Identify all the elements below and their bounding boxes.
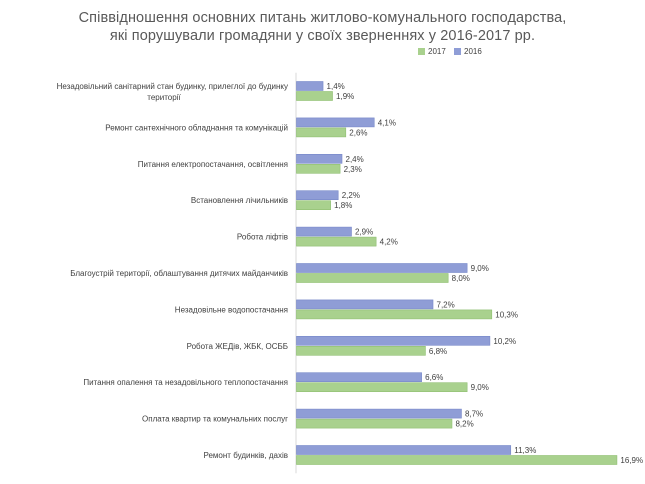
chart-subtitle: які порушували громадяни у своїх звернен…: [109, 28, 536, 44]
legend-swatch-2016: [454, 48, 461, 55]
data-label-2016: 6,6%: [425, 373, 443, 382]
data-label-2017: 1,8%: [334, 201, 352, 210]
data-label-2017: 6,8%: [429, 347, 447, 356]
category-label: Робота ліфтів: [237, 233, 288, 242]
bar-2016: [296, 408, 462, 419]
category-label: Робота ЖЕДів, ЖБК, ОСББ: [187, 342, 288, 351]
data-label-2017: 2,3%: [344, 165, 362, 174]
bar-2017: [296, 91, 333, 101]
bar-2016: [296, 445, 512, 455]
bar-2016: [296, 190, 339, 200]
bar-2016: [296, 335, 491, 346]
bar-2017: [296, 455, 618, 465]
bar-2017: [296, 164, 341, 174]
data-label-2016: 2,2%: [342, 191, 360, 200]
bar-2017: [296, 382, 468, 393]
bar-2017: [296, 236, 377, 247]
data-label-2017: 2,6%: [349, 128, 367, 137]
legend-label-2017: 2017: [428, 47, 446, 56]
data-label-2017: 8,0%: [452, 274, 470, 283]
data-label-2016: 10,2%: [493, 337, 516, 346]
category-label: Оплата квартир та комунальних послуг: [142, 415, 288, 424]
bar-2016: [296, 226, 352, 237]
category-label: Питання опалення та незадовільного тепло…: [83, 378, 288, 387]
data-label-2016: 8,7%: [465, 410, 483, 419]
category-label: Благоустрій території, облаштування дитя…: [70, 269, 288, 278]
bar-2017: [296, 418, 453, 429]
bar-2016: [296, 263, 468, 273]
bar-2017: [296, 309, 493, 320]
category-label: Ремонт будинків, дахів: [204, 451, 289, 460]
bar-2016: [296, 117, 375, 128]
data-label-2016: 11,3%: [514, 446, 536, 455]
legend-label-2016: 2016: [464, 47, 482, 56]
data-label-2017: 1,9%: [336, 92, 354, 101]
data-label-2016: 2,9%: [355, 228, 373, 237]
chart-title: Співвідношення основних питань житлово-к…: [78, 10, 567, 26]
data-label-2017: 16,9%: [620, 456, 643, 465]
data-label-2016: 1,4%: [327, 82, 345, 91]
bar-2017: [296, 200, 331, 210]
category-label: Незадовільне водопостачання: [175, 305, 288, 314]
data-label-2016: 4,1%: [378, 118, 396, 127]
data-label-2016: 9,0%: [471, 264, 489, 273]
data-label-2017: 9,0%: [471, 383, 489, 392]
category-label: Ремонт сантехнічного обладнання та комун…: [105, 123, 288, 132]
data-label-2016: 7,2%: [437, 300, 455, 309]
bar-2017: [296, 345, 426, 356]
bar-2016: [296, 154, 343, 164]
category-label: Встановлення лічильників: [191, 196, 288, 205]
data-label-2017: 8,2%: [455, 420, 473, 429]
bar-2017: [296, 273, 449, 283]
bar-2016: [296, 372, 422, 383]
data-label-2017: 10,3%: [495, 310, 518, 319]
category-label: Незадовільний санітарний стан будинку, п…: [57, 82, 288, 102]
category-label: Питання електропостачання, освітлення: [138, 160, 288, 169]
legend-swatch-2017: [418, 48, 425, 55]
bar-2016: [296, 81, 324, 91]
bar-2016: [296, 299, 434, 310]
data-label-2016: 2,4%: [346, 155, 364, 164]
bar-2017: [296, 127, 347, 138]
data-label-2017: 4,2%: [380, 238, 398, 247]
